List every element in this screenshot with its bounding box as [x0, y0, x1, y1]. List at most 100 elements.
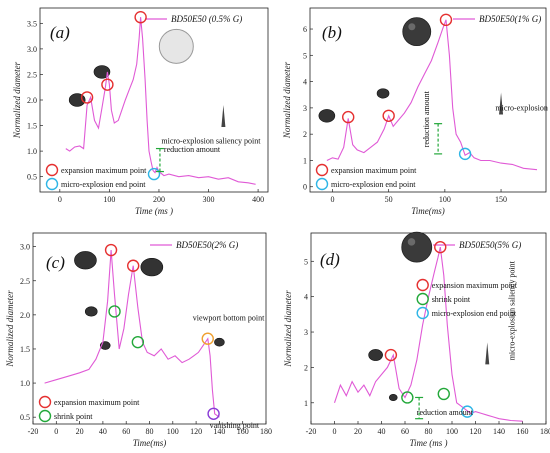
- y-axis-label: Normalized diameter: [282, 61, 292, 139]
- x-tick-label: 20: [354, 427, 362, 436]
- legend-marker: [38, 395, 52, 409]
- annotation-text: reduction amount: [417, 408, 474, 417]
- legend-marker: [416, 292, 429, 306]
- annotation-text: vanishing point: [210, 421, 260, 430]
- legend-marker-label: expansion maximum point: [61, 166, 147, 175]
- legend-label: BD50E50 (0.5% G): [171, 14, 242, 24]
- chart-panel-2: 0 50 100 150 0 1 2 3 4 5 6 Time(ms) Normalized diame…: [282, 7, 550, 216]
- y-tick-label: 0: [303, 183, 307, 192]
- droplet-image: [214, 337, 225, 347]
- y-tick-label: 1.0: [27, 147, 37, 156]
- legend-label: BD50E50(5% G): [459, 240, 521, 250]
- x-tick-label: 20: [76, 427, 84, 436]
- y-tick-label: 3.0: [27, 45, 37, 54]
- droplet-image: [402, 17, 432, 47]
- x-tick-label: 150: [495, 195, 507, 204]
- y-tick-label: 1.0: [20, 379, 30, 388]
- series-line: [44, 250, 220, 418]
- panel-label: (a): [50, 23, 70, 42]
- marker-point: [401, 391, 414, 404]
- x-tick-label: 140: [213, 427, 225, 436]
- legend-marker-label: expansion maximum point: [432, 281, 518, 290]
- y-tick-label: 6: [303, 25, 307, 34]
- x-tick-label: 100: [103, 195, 115, 204]
- x-axis-label: Time(ms): [411, 206, 445, 216]
- spray-image: [499, 92, 504, 115]
- chart-panel-1: 0 100 200 300 400 0.5 1.0 1.5 2.0 2.5 3.0 3.5 Time (…: [12, 7, 269, 216]
- marker-point: [108, 305, 121, 318]
- series-line: [326, 19, 538, 171]
- droplet-image: [401, 231, 433, 263]
- annotation-text: reduction amount: [164, 145, 221, 154]
- x-tick-label: 100: [439, 195, 451, 204]
- x-tick-label: 400: [252, 195, 264, 204]
- y-tick-label: 3.0: [20, 243, 30, 252]
- legend-label: BD50E50(1% G): [479, 14, 541, 24]
- legend-marker: [416, 278, 429, 292]
- y-tick-label: 1.5: [20, 345, 30, 354]
- x-tick-label: 0: [330, 195, 334, 204]
- series-line: [65, 17, 256, 185]
- x-tick-label: 160: [237, 427, 249, 436]
- y-tick-label: 0.5: [20, 413, 30, 422]
- y-tick-label: 0.5: [27, 173, 37, 182]
- annotation-text: micro-explosion saliency point: [161, 136, 261, 145]
- y-tick-label: 1: [303, 156, 307, 165]
- y-axis-label: Normalized diameter: [12, 61, 22, 139]
- y-tick-label: 3: [304, 328, 308, 337]
- droplet-image: [388, 393, 398, 401]
- chart-panel-3: -20 0 20 40 60 80 100 120 140 160 180 0.5 1.0 1.5 2.0 2…: [5, 232, 272, 448]
- x-tick-label: 300: [203, 195, 215, 204]
- y-axis-label: Normalized diameter: [283, 290, 293, 368]
- legend-marker-label: micro-explosion end point: [331, 180, 416, 189]
- x-tick-label: 180: [540, 427, 550, 436]
- panel-label: (c): [46, 253, 65, 272]
- spray-image: [221, 105, 226, 127]
- x-tick-label: 0: [333, 427, 337, 436]
- legend-marker-label: shrink point: [432, 295, 471, 304]
- spray-image: [485, 342, 490, 365]
- x-axis-label: Time(ms): [133, 438, 167, 448]
- legend-marker-label: expansion maximum point: [331, 166, 417, 175]
- marker-point: [104, 243, 118, 257]
- annotation-text: reduction amount: [422, 90, 431, 147]
- x-tick-label: -20: [306, 427, 317, 436]
- legend-marker: [45, 163, 59, 177]
- marker-point: [147, 167, 161, 181]
- marker-point: [101, 78, 114, 91]
- droplet-image: [318, 109, 336, 123]
- y-tick-label: 2.5: [27, 70, 37, 79]
- y-tick-label: 1.5: [27, 122, 37, 131]
- x-axis-label: Time (ms ): [135, 206, 173, 216]
- legend-label: BD50E50(2% G): [176, 240, 238, 250]
- legend-marker: [315, 163, 329, 177]
- x-tick-label: 100: [446, 427, 458, 436]
- legend-marker-label: micro-explosion end point: [432, 309, 517, 318]
- marker-point: [384, 348, 398, 362]
- droplet-image: [93, 65, 111, 79]
- x-tick-label: 60: [401, 427, 409, 436]
- y-tick-label: 1: [304, 399, 308, 408]
- legend-marker-label: expansion maximum point: [54, 398, 140, 407]
- annotation-text: micro-explosion saliency point: [507, 260, 516, 360]
- y-tick-label: 4: [304, 293, 308, 302]
- y-tick-label: 2: [303, 130, 307, 139]
- y-tick-label: 3: [303, 104, 307, 113]
- y-tick-label: 2.5: [20, 277, 30, 286]
- x-tick-label: 0: [54, 427, 58, 436]
- droplet-image: [376, 88, 390, 99]
- x-tick-label: 40: [99, 427, 107, 436]
- x-tick-label: 80: [146, 427, 154, 436]
- marker-point: [134, 11, 147, 24]
- chart-panel-4: -20 0 20 40 60 80 100 120 140 160 180 1 2 3 4 5 Time (ms…: [283, 231, 550, 448]
- marker-point: [382, 109, 395, 122]
- y-tick-label: 2.0: [27, 96, 37, 105]
- droplet-image: [368, 349, 383, 361]
- x-tick-label: 50: [385, 195, 393, 204]
- x-tick-label: 60: [122, 427, 130, 436]
- panel-label: (d): [320, 250, 340, 269]
- droplet-highlight: [407, 238, 416, 246]
- y-tick-label: 5: [304, 257, 308, 266]
- x-tick-label: 0: [58, 195, 62, 204]
